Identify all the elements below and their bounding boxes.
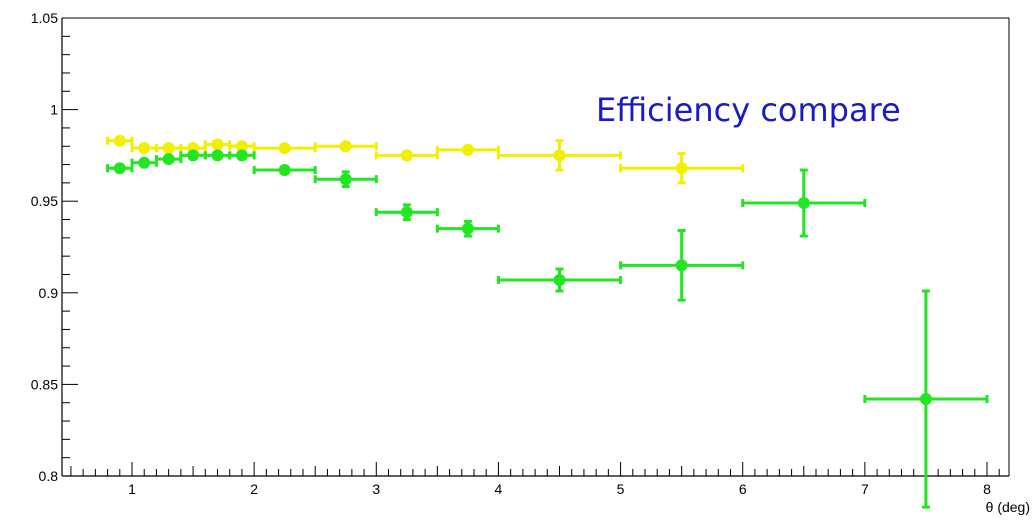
data-point [374, 203, 439, 222]
point-marker [461, 222, 474, 235]
y-tick-label: 0.85 [31, 376, 58, 392]
point-marker [162, 142, 175, 155]
point-marker [400, 206, 413, 219]
data-point [130, 142, 158, 155]
point-marker [797, 197, 810, 210]
point-marker [187, 149, 200, 162]
point-marker [113, 162, 126, 175]
data-point [106, 134, 134, 147]
x-tick-label: 5 [617, 481, 625, 497]
data-point [179, 149, 207, 162]
point-marker [461, 143, 474, 156]
data-point [741, 168, 867, 238]
y-tick-label: 0.9 [39, 285, 59, 301]
data-point [106, 162, 134, 175]
x-tick-label: 8 [983, 481, 991, 497]
x-axis-label: θ (deg) [986, 499, 1030, 515]
data-point [863, 289, 989, 509]
y-tick-label: 1 [50, 102, 58, 118]
point-marker [919, 393, 932, 406]
point-marker [339, 173, 352, 186]
point-marker [211, 138, 224, 151]
x-tick-label: 1 [128, 481, 136, 497]
point-marker [138, 156, 151, 169]
data-point [154, 142, 183, 155]
y-tick-label: 1.05 [31, 10, 58, 26]
point-marker [113, 134, 126, 147]
data-point [619, 152, 745, 185]
x-tick-label: 6 [739, 481, 747, 497]
point-marker [553, 149, 566, 162]
point-marker [675, 162, 688, 175]
axes-frame [61, 17, 1010, 477]
point-marker [235, 149, 248, 162]
plot-area [106, 134, 989, 509]
data-point [313, 140, 378, 153]
y-tick-label: 0.95 [31, 193, 58, 209]
data-point [435, 143, 500, 156]
point-marker [162, 153, 175, 166]
data-point [203, 138, 232, 151]
point-marker [400, 149, 413, 162]
data-point [252, 164, 317, 177]
data-point [496, 139, 623, 172]
x-axis: 1 2 3 4 5 6 7 8 [70, 462, 1000, 497]
x-tick-label: 4 [495, 481, 503, 497]
data-point [374, 149, 439, 162]
data-point [154, 153, 183, 166]
point-marker [675, 259, 688, 272]
point-marker [235, 140, 248, 153]
x-tick-label: 2 [250, 481, 258, 497]
data-point [313, 170, 378, 189]
data-point [435, 219, 500, 238]
point-marker [278, 142, 291, 155]
series-1 [106, 134, 745, 185]
data-point [130, 156, 158, 169]
series-2 [106, 149, 989, 509]
point-marker [211, 149, 224, 162]
data-point [619, 229, 745, 302]
point-marker [278, 164, 291, 177]
chart-title: Efficiency compare [596, 91, 901, 129]
data-point [203, 149, 232, 162]
point-marker [339, 140, 352, 153]
y-axis: 0.8 0.85 0.9 0.95 1 1.05 [31, 10, 78, 484]
data-point [228, 140, 256, 153]
point-marker [553, 273, 566, 286]
x-tick-label: 3 [372, 481, 380, 497]
data-point [496, 267, 623, 293]
y-tick-label: 0.8 [39, 468, 59, 484]
data-point [228, 149, 256, 162]
point-marker [138, 142, 151, 155]
data-point [252, 142, 317, 155]
x-tick-label: 7 [861, 481, 869, 497]
